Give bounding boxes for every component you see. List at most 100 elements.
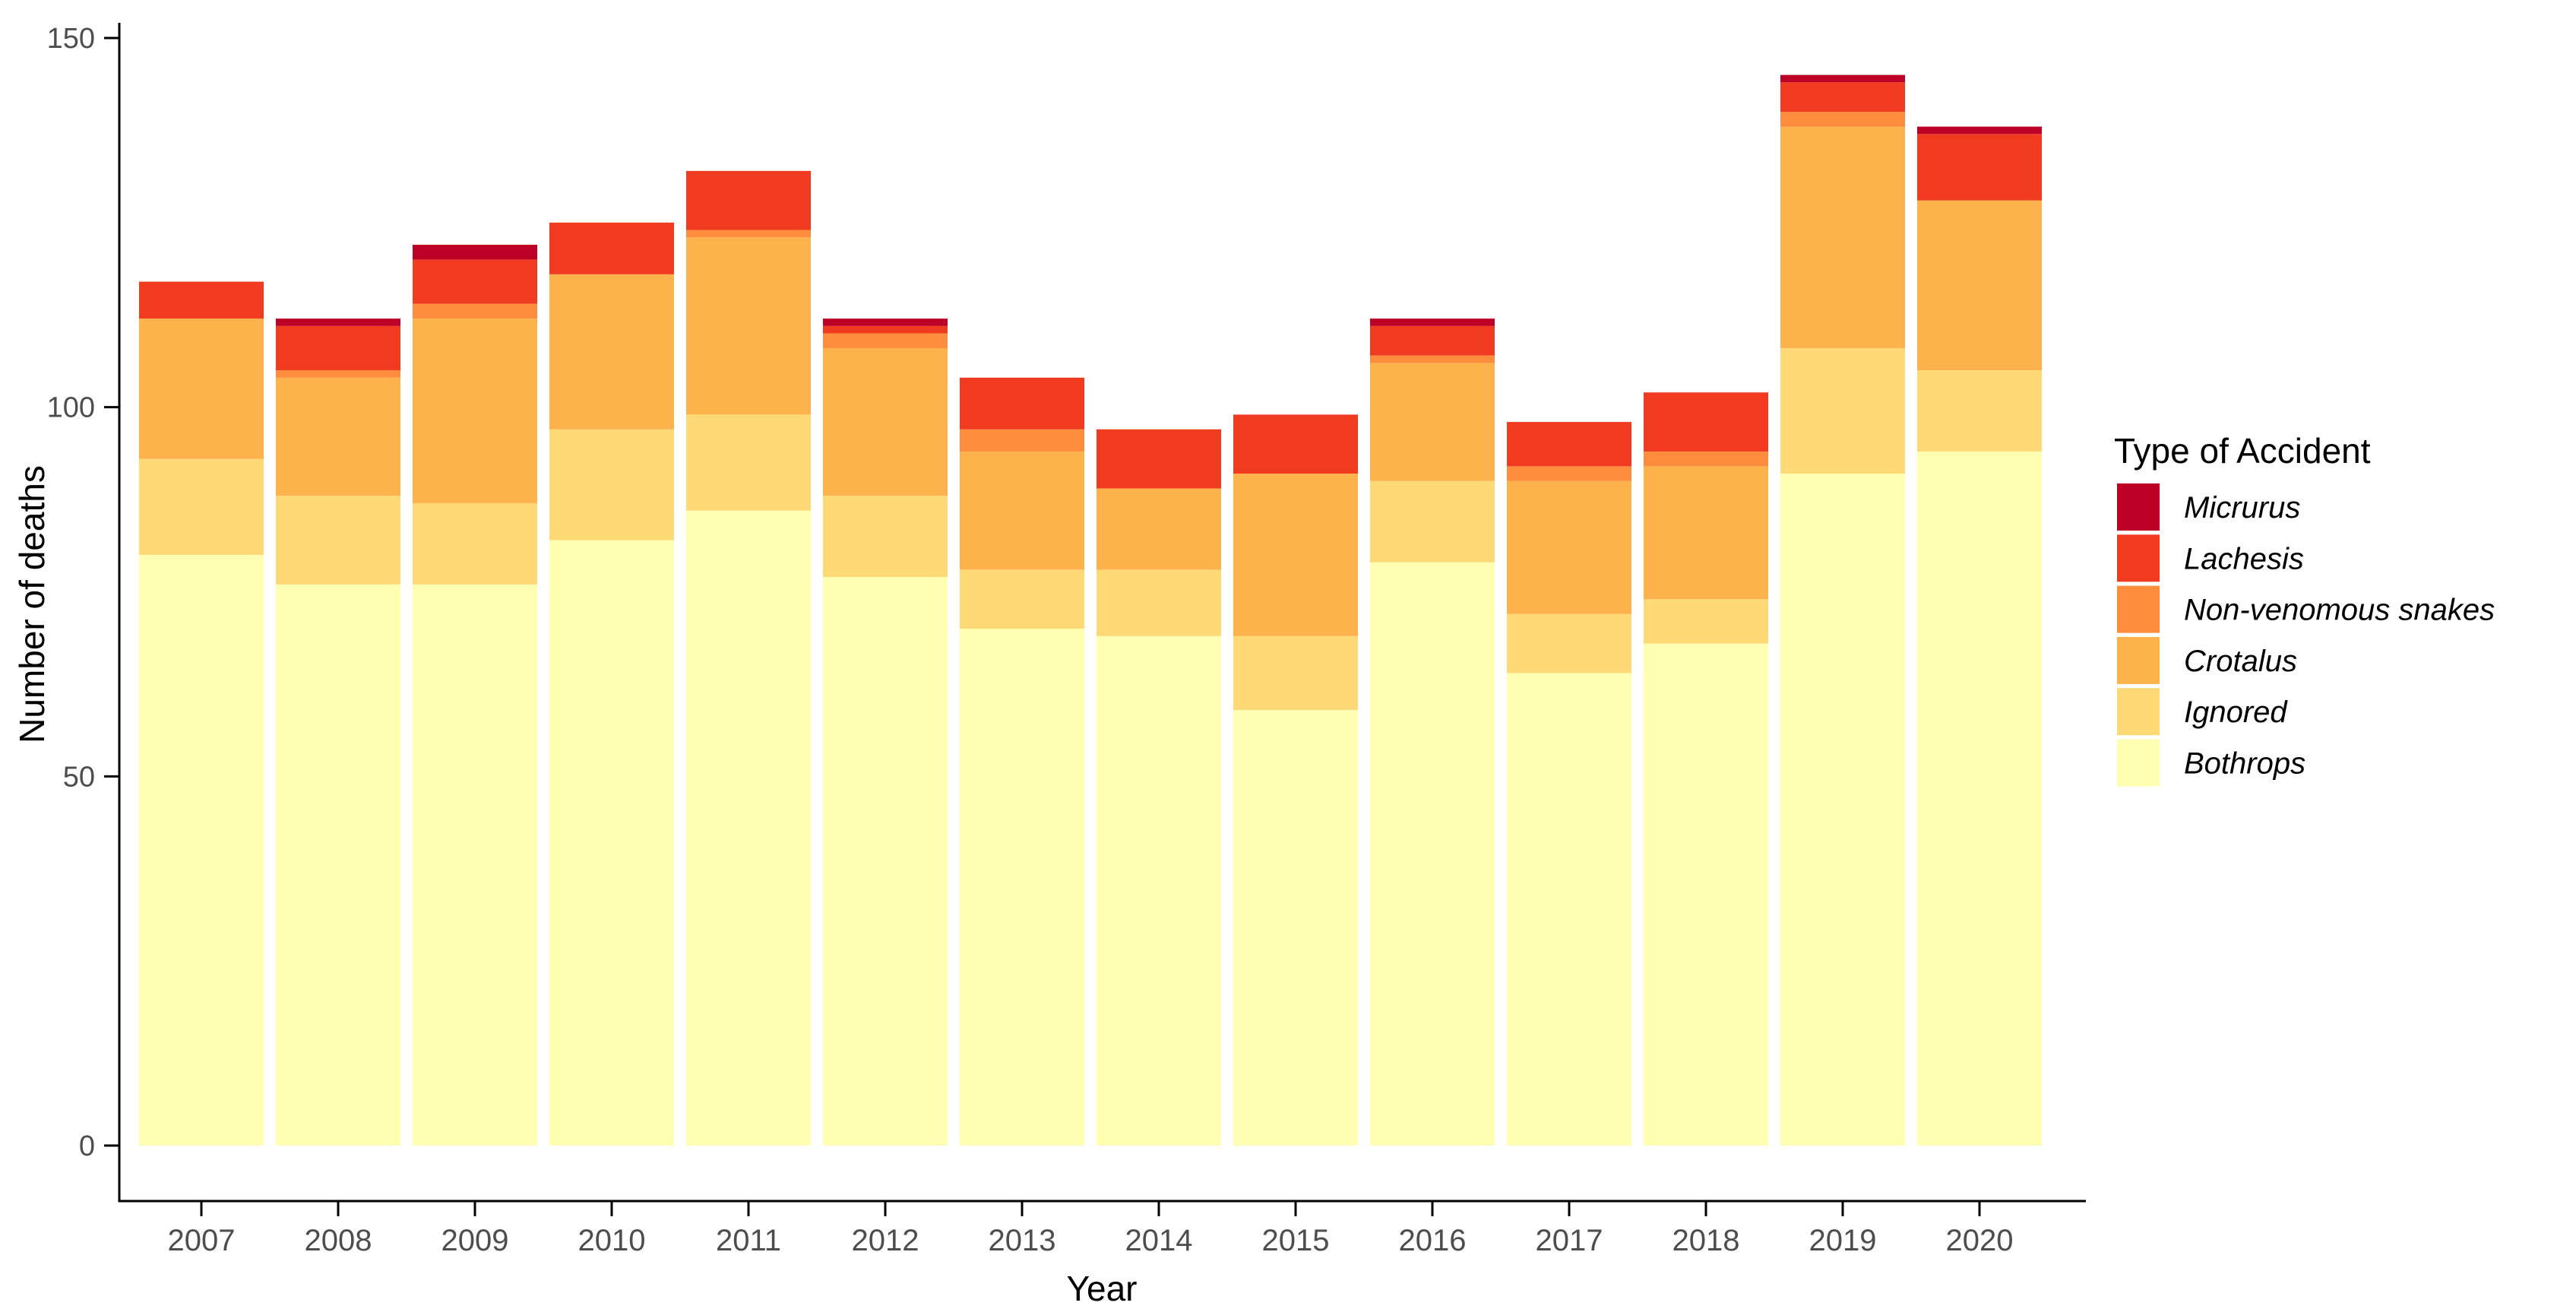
bar-segment-2009-micrurus [413,244,537,260]
bar-segment-2020-micrurus [1917,126,2042,135]
legend-label-crotalus: Crotalus [2184,645,2297,678]
bar-segment-2017-lachesis [1507,422,1631,467]
bar-segment-2017-bothrops [1507,673,1631,1146]
bar-segment-2016-crotalus [1370,363,1495,481]
bar-segment-2007-lachesis [139,281,264,319]
bar-segment-2008-micrurus [276,319,400,326]
x-tick-label-2010: 2010 [578,1224,646,1257]
bar-segment-2020-crotalus [1917,200,2042,371]
x-tick-label-2012: 2012 [852,1224,919,1257]
bar-segment-2012-micrurus [823,319,948,326]
y-axis-title: Number of deaths [12,465,52,743]
bar-segment-2019-non-venomous-snakes [1780,112,1905,127]
legend-title: Type of Accident [2114,431,2371,471]
legend-swatch-crotalus [2117,636,2160,684]
bar-segment-2012-bothrops [823,577,948,1146]
bar-segment-2018-non-venomous-snakes [1644,451,1768,467]
bar-segment-2017-non-venomous-snakes [1507,466,1631,481]
bar-segment-2011-non-venomous-snakes [686,230,811,238]
bar-segment-2013-lachesis [960,377,1084,429]
bar-segment-2019-ignored [1780,347,1905,474]
legend-swatch-ignored [2117,688,2160,736]
bar-segment-2016-ignored [1370,480,1495,563]
bar-segment-2011-lachesis [686,170,811,230]
bar-segment-2011-bothrops [686,510,811,1146]
bar-segment-2015-crotalus [1233,474,1358,636]
y-tick-label-100: 100 [47,392,95,424]
bar-segment-2013-bothrops [960,629,1084,1146]
bar-segment-2011-crotalus [686,237,811,415]
bar-segment-2012-non-venomous-snakes [823,333,948,348]
legend-label-lachesis: Lachesis [2184,542,2304,575]
legend-label-bothrops: Bothrops [2184,747,2305,781]
bar-segment-2014-ignored [1097,569,1221,636]
bar-segment-2011-ignored [686,414,811,511]
y-tick-label-150: 150 [47,23,95,55]
bar-segment-2015-ignored [1233,635,1358,710]
bar-segment-2019-lachesis [1780,82,1905,113]
bar-segment-2017-crotalus [1507,480,1631,614]
x-tick-label-2020: 2020 [1946,1224,2014,1257]
x-tick-label-2019: 2019 [1809,1224,1877,1257]
bar-segment-2010-crotalus [549,274,674,429]
x-tick-label-2016: 2016 [1399,1224,1467,1257]
bar-segment-2020-lachesis [1917,134,2042,201]
bar-segment-2007-ignored [139,458,264,555]
bar-segment-2007-crotalus [139,319,264,459]
bar-segment-2013-ignored [960,569,1084,629]
legend-label-micrurus: Micrurus [2184,491,2300,525]
bar-segment-2013-non-venomous-snakes [960,429,1084,452]
x-tick-label-2013: 2013 [989,1224,1056,1257]
bar-segment-2016-non-venomous-snakes [1370,355,1495,363]
bar-segment-2019-crotalus [1780,126,1905,348]
legend-label-non-venomous-snakes: Non-venomous snakes [2184,594,2495,627]
legend-swatch-lachesis [2117,534,2160,582]
bar-segment-2020-bothrops [1917,451,2042,1146]
bar-segment-2007-bothrops [139,554,264,1146]
bar-segment-2008-ignored [276,496,400,585]
bar-segment-2008-bothrops [276,584,400,1146]
x-tick-label-2018: 2018 [1673,1224,1740,1257]
y-tick-label-0: 0 [79,1130,95,1162]
bar-segment-2017-ignored [1507,613,1631,674]
bar-segment-2019-bothrops [1780,474,1905,1146]
x-tick-label-2011: 2011 [716,1224,781,1257]
bar-segment-2010-lachesis [549,222,674,274]
bar-segment-2018-crotalus [1644,466,1768,600]
bar-segment-2010-ignored [549,429,674,540]
bar-segment-2016-lachesis [1370,325,1495,356]
bar-segment-2012-lachesis [823,325,948,334]
bar-segment-2014-bothrops [1097,635,1221,1146]
bar-segment-2016-micrurus [1370,319,1495,326]
bar-segment-2018-lachesis [1644,392,1768,452]
bar-segment-2008-crotalus [276,377,400,496]
x-axis-title: Year [1066,1269,1138,1308]
bar-segment-2012-ignored [823,496,948,578]
legend-swatch-bothrops [2117,739,2160,787]
legend-label-ignored: Ignored [2184,696,2288,729]
bar-segment-2020-ignored [1917,370,2042,452]
legend-swatch-non-venomous-snakes [2117,585,2160,633]
bar-segment-2009-crotalus [413,319,537,503]
bar-segment-2009-bothrops [413,584,537,1146]
bar-segment-2014-crotalus [1097,488,1221,570]
bar-segment-2009-ignored [413,502,537,585]
bar-segment-2009-lachesis [413,259,537,304]
bar-segment-2008-non-venomous-snakes [276,370,400,378]
x-tick-label-2009: 2009 [441,1224,509,1257]
bar-segment-2012-crotalus [823,347,948,496]
x-tick-label-2014: 2014 [1125,1224,1193,1257]
bar-segment-2014-lachesis [1097,429,1221,489]
bar-segment-2015-lachesis [1233,414,1358,474]
x-tick-label-2007: 2007 [168,1224,236,1257]
bar-segment-2008-lachesis [276,325,400,371]
legend-swatch-micrurus [2117,483,2160,531]
y-tick-label-50: 50 [63,761,95,793]
bar-segment-2018-ignored [1644,599,1768,644]
x-tick-label-2017: 2017 [1536,1224,1603,1257]
bar-segment-2015-bothrops [1233,709,1358,1146]
bar-segment-2009-non-venomous-snakes [413,303,537,319]
bar-segment-2019-micrurus [1780,74,1905,83]
x-tick-label-2015: 2015 [1262,1224,1330,1257]
